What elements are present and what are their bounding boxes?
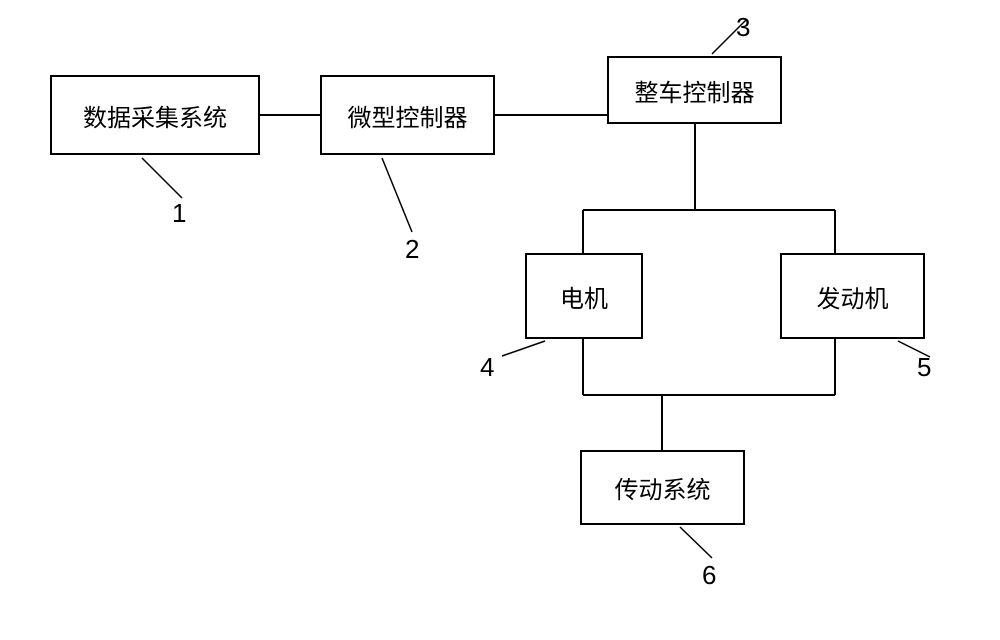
node-n5: 发动机 [780,253,925,339]
block-diagram: 数据采集系统 1 微型控制器 2 整车控制器 3 电机 4 发动机 5 传动系统 6 [0,0,1000,640]
label-leader-line [680,527,712,558]
node-n3: 整车控制器 [607,56,782,124]
node-label: 微型控制器 [348,98,468,133]
node-number-text: 1 [172,198,186,228]
node-label: 电机 [560,279,608,314]
node-n6: 传动系统 [580,450,745,525]
node-number-n4: 4 [480,352,494,383]
node-number-text: 4 [480,352,494,382]
node-number-n1: 1 [172,198,186,229]
node-label: 整车控制器 [635,73,755,108]
node-number-n5: 5 [917,352,931,383]
node-number-n3: 3 [736,12,750,43]
node-number-text: 3 [736,12,750,42]
label-leader-line [502,341,545,356]
node-n1: 数据采集系统 [50,75,260,155]
node-number-text: 5 [917,352,931,382]
node-n4: 电机 [525,253,643,339]
node-label: 传动系统 [615,470,711,505]
node-number-text: 2 [405,234,419,264]
node-number-n6: 6 [702,560,716,591]
label-leader-line [142,158,182,198]
node-number-n2: 2 [405,234,419,265]
node-label: 发动机 [817,279,889,314]
node-label: 数据采集系统 [83,98,227,133]
label-leader-line [382,158,412,232]
node-number-text: 6 [702,560,716,590]
node-n2: 微型控制器 [320,75,495,155]
